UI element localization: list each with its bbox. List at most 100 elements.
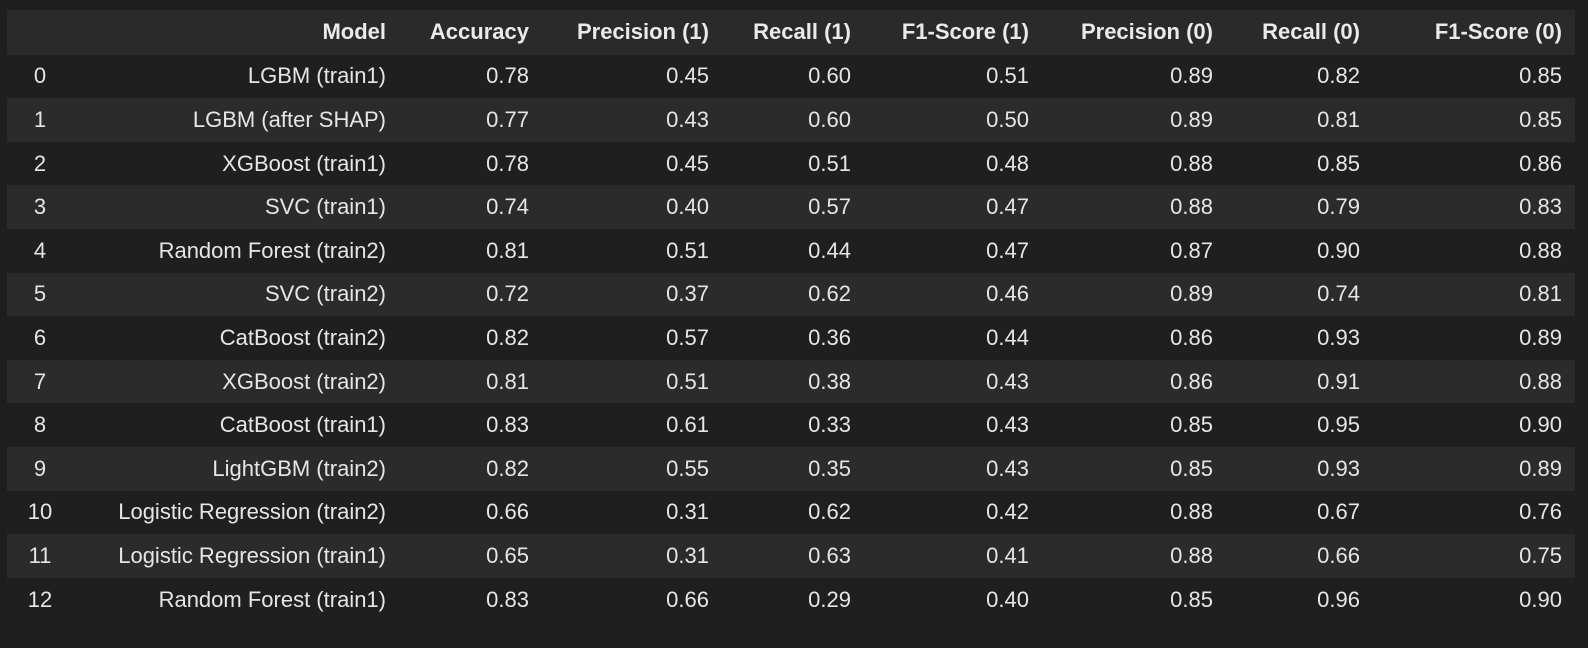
precision-1-cell: 0.51 bbox=[542, 359, 722, 404]
column-header-f1-score-0: F1-Score (0) bbox=[1373, 10, 1575, 55]
table-row: 6 CatBoost (train2) 0.82 0.57 0.36 0.44 0.86 0.… bbox=[7, 316, 1575, 360]
recall-1-cell: 0.63 bbox=[722, 534, 864, 578]
table-row: 5 SVC (train2) 0.72 0.37 0.62 0.46 0.89 0.74 0.8… bbox=[7, 272, 1575, 317]
precision-1-cell: 0.57 bbox=[542, 316, 722, 360]
accuracy-cell: 0.83 bbox=[399, 403, 542, 447]
precision-0-cell: 0.88 bbox=[1042, 490, 1226, 535]
f1-score-0-cell: 0.75 bbox=[1373, 534, 1575, 578]
precision-1-cell: 0.31 bbox=[542, 490, 722, 535]
row-index: 5 bbox=[7, 272, 73, 317]
accuracy-cell: 0.65 bbox=[399, 534, 542, 578]
model-cell: SVC (train1) bbox=[73, 185, 399, 229]
row-index: 1 bbox=[7, 98, 73, 142]
recall-0-cell: 0.91 bbox=[1226, 359, 1373, 404]
accuracy-cell: 0.66 bbox=[399, 490, 542, 535]
accuracy-cell: 0.77 bbox=[399, 98, 542, 142]
column-header-f1-score-1: F1-Score (1) bbox=[864, 10, 1042, 55]
model-cell: Random Forest (train2) bbox=[73, 228, 399, 273]
precision-1-cell: 0.55 bbox=[542, 446, 722, 491]
recall-1-cell: 0.62 bbox=[722, 272, 864, 317]
f1-score-1-cell: 0.40 bbox=[864, 577, 1042, 622]
recall-0-cell: 0.66 bbox=[1226, 534, 1373, 578]
results-table: Model Accuracy Precision (1) Recall (1) … bbox=[7, 10, 1575, 622]
column-header-model: Model bbox=[73, 10, 399, 55]
model-cell: LightGBM (train2) bbox=[73, 446, 399, 491]
table-body: 0 LGBM (train1) 0.78 0.45 0.60 0.51 0.89 0.82 0.… bbox=[7, 54, 1575, 622]
recall-0-cell: 0.79 bbox=[1226, 185, 1373, 229]
model-cell: Random Forest (train1) bbox=[73, 577, 399, 622]
accuracy-cell: 0.74 bbox=[399, 185, 542, 229]
accuracy-cell: 0.81 bbox=[399, 228, 542, 273]
recall-0-cell: 0.81 bbox=[1226, 98, 1373, 142]
precision-1-cell: 0.61 bbox=[542, 403, 722, 447]
index-header bbox=[7, 10, 73, 55]
recall-1-cell: 0.60 bbox=[722, 54, 864, 99]
f1-score-1-cell: 0.50 bbox=[864, 98, 1042, 142]
precision-0-cell: 0.89 bbox=[1042, 98, 1226, 142]
model-cell: XGBoost (train2) bbox=[73, 359, 399, 404]
f1-score-0-cell: 0.89 bbox=[1373, 316, 1575, 360]
precision-0-cell: 0.88 bbox=[1042, 185, 1226, 229]
model-cell: CatBoost (train1) bbox=[73, 403, 399, 447]
precision-0-cell: 0.85 bbox=[1042, 403, 1226, 447]
f1-score-1-cell: 0.47 bbox=[864, 185, 1042, 229]
column-header-recall-1: Recall (1) bbox=[722, 10, 864, 55]
recall-1-cell: 0.60 bbox=[722, 98, 864, 142]
table-row: 3 SVC (train1) 0.74 0.40 0.57 0.47 0.88 0.79 0.8… bbox=[7, 185, 1575, 229]
recall-0-cell: 0.93 bbox=[1226, 316, 1373, 360]
precision-0-cell: 0.88 bbox=[1042, 534, 1226, 578]
f1-score-1-cell: 0.43 bbox=[864, 359, 1042, 404]
recall-1-cell: 0.33 bbox=[722, 403, 864, 447]
recall-1-cell: 0.36 bbox=[722, 316, 864, 360]
recall-1-cell: 0.62 bbox=[722, 490, 864, 535]
recall-0-cell: 0.90 bbox=[1226, 228, 1373, 273]
accuracy-cell: 0.78 bbox=[399, 141, 542, 186]
accuracy-cell: 0.83 bbox=[399, 577, 542, 622]
f1-score-0-cell: 0.88 bbox=[1373, 359, 1575, 404]
precision-0-cell: 0.89 bbox=[1042, 272, 1226, 317]
precision-1-cell: 0.31 bbox=[542, 534, 722, 578]
model-cell: LGBM (after SHAP) bbox=[73, 98, 399, 142]
table-row: 0 LGBM (train1) 0.78 0.45 0.60 0.51 0.89 0.82 0.… bbox=[7, 54, 1575, 99]
f1-score-0-cell: 0.76 bbox=[1373, 490, 1575, 535]
header-row: Model Accuracy Precision (1) Recall (1) … bbox=[7, 10, 1575, 55]
precision-0-cell: 0.89 bbox=[1042, 54, 1226, 99]
model-cell: Logistic Regression (train1) bbox=[73, 534, 399, 578]
f1-score-0-cell: 0.85 bbox=[1373, 54, 1575, 99]
f1-score-1-cell: 0.42 bbox=[864, 490, 1042, 535]
model-cell: XGBoost (train1) bbox=[73, 141, 399, 186]
recall-0-cell: 0.67 bbox=[1226, 490, 1373, 535]
row-index: 7 bbox=[7, 359, 73, 404]
table-row: 4 Random Forest (train2) 0.81 0.51 0.44 0.47 0… bbox=[7, 228, 1575, 273]
precision-1-cell: 0.40 bbox=[542, 185, 722, 229]
accuracy-cell: 0.78 bbox=[399, 54, 542, 99]
row-index: 0 bbox=[7, 54, 73, 99]
f1-score-0-cell: 0.83 bbox=[1373, 185, 1575, 229]
accuracy-cell: 0.72 bbox=[399, 272, 542, 317]
f1-score-0-cell: 0.86 bbox=[1373, 141, 1575, 186]
precision-1-cell: 0.45 bbox=[542, 54, 722, 99]
row-index: 4 bbox=[7, 228, 73, 273]
table-row: 1 LGBM (after SHAP) 0.77 0.43 0.60 0.50 0.89 0.… bbox=[7, 98, 1575, 142]
precision-1-cell: 0.43 bbox=[542, 98, 722, 142]
precision-0-cell: 0.85 bbox=[1042, 446, 1226, 491]
f1-score-0-cell: 0.81 bbox=[1373, 272, 1575, 317]
f1-score-0-cell: 0.90 bbox=[1373, 577, 1575, 622]
recall-1-cell: 0.38 bbox=[722, 359, 864, 404]
recall-0-cell: 0.93 bbox=[1226, 446, 1373, 491]
f1-score-1-cell: 0.46 bbox=[864, 272, 1042, 317]
precision-0-cell: 0.86 bbox=[1042, 316, 1226, 360]
accuracy-cell: 0.82 bbox=[399, 316, 542, 360]
f1-score-1-cell: 0.41 bbox=[864, 534, 1042, 578]
precision-1-cell: 0.45 bbox=[542, 141, 722, 186]
table-row: 10 Logistic Regression (train2) 0.66 0.31 0.… bbox=[7, 490, 1575, 535]
f1-score-0-cell: 0.88 bbox=[1373, 228, 1575, 273]
recall-0-cell: 0.82 bbox=[1226, 54, 1373, 99]
precision-0-cell: 0.86 bbox=[1042, 359, 1226, 404]
model-cell: CatBoost (train2) bbox=[73, 316, 399, 360]
model-cell: SVC (train2) bbox=[73, 272, 399, 317]
table-row: 12 Random Forest (train1) 0.83 0.66 0.29 0.40… bbox=[7, 577, 1575, 622]
f1-score-1-cell: 0.43 bbox=[864, 403, 1042, 447]
precision-0-cell: 0.88 bbox=[1042, 141, 1226, 186]
precision-1-cell: 0.66 bbox=[542, 577, 722, 622]
